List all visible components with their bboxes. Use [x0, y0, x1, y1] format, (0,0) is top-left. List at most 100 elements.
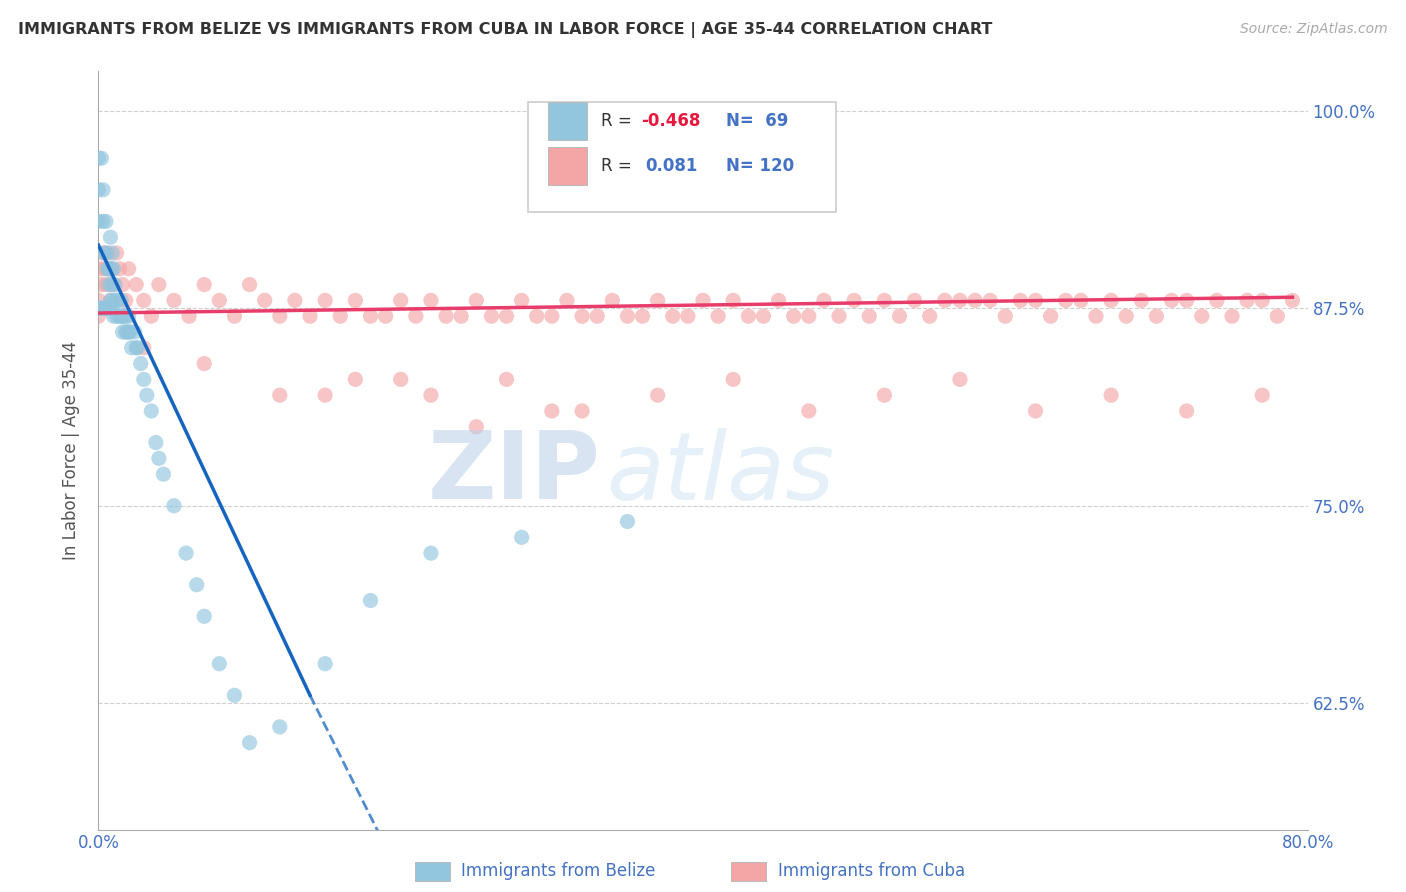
Text: -0.468: -0.468	[641, 112, 700, 129]
Point	[495, 372, 517, 386]
Point	[1099, 388, 1122, 402]
Point	[647, 388, 669, 402]
Point	[526, 309, 548, 323]
Point	[93, 261, 115, 276]
Point	[101, 261, 124, 276]
Point	[434, 309, 457, 323]
Point	[100, 230, 122, 244]
Point	[329, 309, 352, 323]
Point	[1251, 293, 1274, 308]
Point	[571, 404, 593, 418]
Point	[94, 214, 117, 228]
Point	[934, 293, 956, 308]
Point	[571, 309, 593, 323]
Point	[100, 261, 122, 276]
Point	[1144, 309, 1167, 323]
Point	[100, 301, 122, 316]
Point	[224, 309, 246, 323]
Point	[889, 309, 911, 323]
Point	[193, 609, 215, 624]
Point	[87, 183, 110, 197]
Point	[1085, 309, 1108, 323]
Point	[89, 261, 111, 276]
Point	[107, 293, 129, 308]
Point	[360, 593, 382, 607]
Point	[661, 309, 683, 323]
Point	[465, 419, 488, 434]
Point	[87, 214, 110, 228]
Point	[465, 293, 488, 308]
Point	[91, 214, 114, 228]
Point	[873, 293, 896, 308]
Point	[1115, 309, 1137, 323]
Point	[90, 301, 112, 316]
Point	[707, 309, 730, 323]
Point	[94, 301, 117, 316]
Point	[114, 309, 136, 323]
Point	[118, 261, 141, 276]
Text: Source: ZipAtlas.com: Source: ZipAtlas.com	[1240, 22, 1388, 37]
Point	[420, 293, 443, 308]
Point	[208, 293, 231, 308]
Point	[91, 183, 114, 197]
Point	[723, 293, 745, 308]
Point	[1175, 293, 1198, 308]
Text: 0.081: 0.081	[645, 157, 697, 175]
Point	[1024, 293, 1046, 308]
Point	[108, 309, 131, 323]
Point	[918, 309, 941, 323]
Point	[103, 277, 125, 292]
Point	[186, 578, 208, 592]
Point	[269, 309, 291, 323]
Point	[405, 309, 427, 323]
Point	[152, 467, 174, 482]
Point	[828, 309, 851, 323]
Point	[813, 293, 835, 308]
Point	[193, 357, 215, 371]
Point	[510, 530, 533, 544]
Point	[723, 372, 745, 386]
Point	[389, 293, 412, 308]
Point	[647, 293, 669, 308]
Point	[797, 309, 820, 323]
Point	[94, 277, 117, 292]
Point	[111, 309, 134, 323]
Point	[121, 341, 143, 355]
Point	[90, 277, 112, 292]
Point	[193, 277, 215, 292]
Point	[616, 309, 638, 323]
Point	[752, 309, 775, 323]
Point	[103, 261, 125, 276]
Point	[110, 293, 132, 308]
Point	[1281, 293, 1303, 308]
Point	[949, 372, 972, 386]
Point	[87, 309, 110, 323]
Point	[1236, 293, 1258, 308]
Point	[163, 293, 186, 308]
Point	[135, 388, 157, 402]
Point	[118, 309, 141, 323]
Point	[105, 309, 128, 323]
Point	[148, 277, 170, 292]
Point	[450, 309, 472, 323]
Point	[1206, 293, 1229, 308]
Text: R =: R =	[602, 112, 637, 129]
Point	[420, 388, 443, 402]
Point	[141, 309, 163, 323]
Point	[114, 325, 136, 339]
Point	[104, 277, 127, 292]
Point	[844, 293, 866, 308]
Point	[360, 309, 382, 323]
Point	[96, 246, 118, 260]
Point	[127, 341, 149, 355]
Point	[344, 372, 367, 386]
Point	[616, 515, 638, 529]
Point	[89, 301, 111, 316]
Point	[1251, 388, 1274, 402]
Point	[1130, 293, 1153, 308]
Point	[965, 293, 987, 308]
Point	[148, 451, 170, 466]
Point	[495, 309, 517, 323]
Point	[98, 261, 121, 276]
Point	[1039, 309, 1062, 323]
